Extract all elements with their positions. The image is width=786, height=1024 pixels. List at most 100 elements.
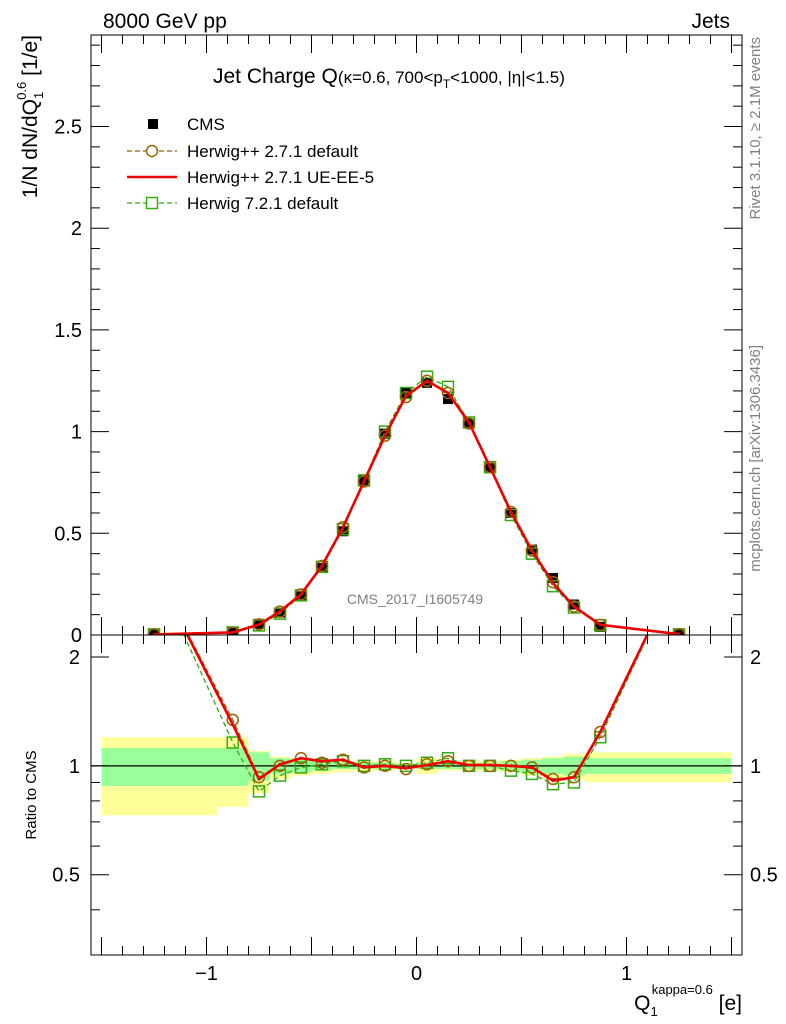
ratio-herwig7-point	[294, 761, 308, 774]
ratio-herwigpp-ueee5-point	[509, 764, 513, 768]
main-plot-area	[147, 370, 686, 635]
main-herwigpp-ueee5-point	[257, 623, 261, 627]
legend-label: Herwig 7.2.1 default	[187, 194, 338, 213]
ratio-herwigpp-ueee5-point	[341, 758, 345, 762]
main-herwigpp-default-point	[273, 605, 287, 618]
ratio-y-axis-title: Ratio to CMS	[23, 750, 40, 839]
main-herwigpp-default-point	[441, 386, 455, 400]
legend-cms-marker	[148, 119, 158, 129]
main-ytick-label: 0	[71, 625, 82, 647]
main-herwig7-point	[546, 579, 560, 593]
analysis-watermark: CMS_2017_I1605749	[347, 591, 483, 607]
ratio-herwig7-point	[149, 564, 160, 575]
ratio-herwigpp-ueee5-point	[598, 730, 602, 734]
main-herwigpp-default-point	[357, 475, 371, 488]
main-ytick-label: 1	[71, 422, 82, 444]
ratio-plot-area	[91, 564, 742, 816]
side-label-bottom: mcplots.cern.ch [arXiv:1306.3436]	[747, 345, 764, 572]
ratio-herwigpp-ueee5-point	[404, 766, 408, 770]
legend-label: CMS	[187, 115, 225, 134]
legend-circle-marker	[145, 144, 159, 158]
ratio-herwigpp-ueee5-point	[488, 763, 492, 767]
main-panel: 0 0.5 1 1.5 2 2.5 Jet Charge Q(κ=0.6, 700<pT<…	[14, 34, 743, 647]
main-herwigpp-ueee5-point	[598, 623, 602, 627]
cms-data-point	[338, 526, 348, 537]
side-label-top: Rivet 3.1.10, ≥ 2.1M events	[747, 37, 764, 220]
ratio-herwigpp-ueee5-point	[153, 568, 156, 571]
main-herwigpp-default-point	[420, 374, 434, 388]
ratio-herwigpp-default-point	[273, 759, 287, 773]
ratio-herwigpp-ueee5-point	[231, 723, 235, 727]
legend-square-marker	[145, 196, 159, 210]
main-ytick-label: 2	[71, 218, 82, 240]
ratio-herwigpp-default-point	[252, 771, 266, 784]
ratio-herwigpp-default-point	[399, 762, 413, 776]
ratio-herwigpp-ueee5-point	[425, 763, 429, 767]
main-herwigpp-ueee5-point	[383, 434, 387, 438]
main-herwigpp-ueee5-point	[530, 549, 534, 553]
main-herwigpp-ueee5-point	[551, 581, 555, 585]
main-herwigpp-ueee5-point	[341, 525, 345, 529]
ratio-herwig7-point	[273, 769, 287, 782]
ratio-panel: 0.5 0.5 1 1 2 2 −1 0 1 Ratio to CMS Q1kappa=0.6 …	[23, 564, 778, 1019]
ratio-herwigpp-ueee5-point	[446, 759, 450, 763]
main-herwigpp-default-point	[336, 520, 350, 534]
main-herwigpp-default-point	[399, 390, 413, 404]
main-herwigpp-ueee5-point	[278, 609, 282, 613]
main-herwigpp-ueee5-point	[404, 394, 408, 398]
ratio-ytick-label-right: 1	[750, 756, 761, 778]
main-herwigpp-ueee5-point	[231, 630, 235, 634]
ratio-herwigpp-default-point	[674, 564, 685, 575]
ratio-herwigpp-ueee5-point	[467, 763, 471, 767]
ratio-herwigpp-ueee5-point	[362, 765, 366, 769]
ratio-herwigpp-default-point	[315, 756, 329, 769]
xtick-label: 0	[411, 963, 422, 985]
ratio-herwigpp-ueee5-point	[572, 775, 576, 779]
cms-data-point	[569, 599, 579, 610]
ratio-ytick-label-right: 0.5	[750, 865, 778, 887]
ratio-herwigpp-default-point	[149, 564, 160, 575]
cms-data-point	[149, 629, 159, 635]
ratio-ytick-label-right: 2	[750, 647, 761, 669]
ratio-herwigpp-ueee5-point	[320, 759, 324, 763]
ratio-herwigpp-ueee5-point	[383, 764, 387, 768]
ratio-herwigpp-ueee5-point	[678, 568, 681, 571]
ratio-herwigpp-ueee5-point	[299, 756, 303, 760]
main-herwigpp-default-point	[567, 600, 581, 613]
y-axis-title: 1/N dN/dQ10.6 [1/e]	[14, 35, 46, 198]
main-ytick-label: 2.5	[54, 117, 82, 139]
main-herwigpp-ueee5-point	[320, 564, 324, 568]
main-herwigpp-default-point	[462, 417, 476, 430]
ratio-herwigpp-ueee5-point	[257, 777, 261, 781]
main-herwigpp-ueee5-point	[299, 592, 303, 596]
main-herwigpp-ueee5-point	[509, 510, 513, 514]
main-herwigpp-default-point	[294, 588, 308, 601]
ratio-herwig7-point	[252, 785, 266, 798]
cms-data-point	[296, 591, 306, 602]
cms-data-point	[548, 573, 558, 584]
main-herwigpp-ueee5-point	[488, 465, 492, 469]
main-herwigpp-ueee5-point	[152, 632, 156, 635]
main-herwigpp-default-point	[483, 460, 497, 474]
cms-data-point	[674, 629, 684, 635]
ratio-herwigpp-ueee5-point	[530, 765, 534, 769]
main-herwigpp-ueee5-point	[677, 632, 681, 635]
ratio-ticks: 0.5 0.5 1 1 2 2 −1 0 1	[52, 635, 778, 985]
main-herwigpp-default-point	[525, 544, 539, 557]
main-line-herwig-2-7-1-ue-ee-5	[153, 379, 680, 635]
legend-label: Herwig++ 2.7.1 UE-EE-5	[187, 168, 374, 187]
ratio-herwig7-point	[674, 564, 685, 575]
ratio-line-herwig-2-7-1-ue-ee-5	[185, 635, 649, 783]
xtick-label: 1	[621, 963, 632, 985]
cms-data-point	[595, 621, 606, 632]
ratio-herwig7-point	[399, 759, 413, 773]
ratio-herwigpp-default-point	[594, 725, 607, 739]
main-herwigpp-default-point	[504, 505, 518, 519]
legend: CMS Herwig++ 2.7.1 default Herwig++ 2.7.1 …	[127, 115, 374, 213]
main-herwigpp-ueee5-point	[467, 420, 471, 424]
main-ytick-label: 0.5	[54, 523, 82, 545]
ratio-herwigpp-ueee5-point	[551, 779, 555, 783]
xtick-label: −1	[195, 963, 218, 985]
main-herwigpp-default-point	[546, 575, 560, 589]
